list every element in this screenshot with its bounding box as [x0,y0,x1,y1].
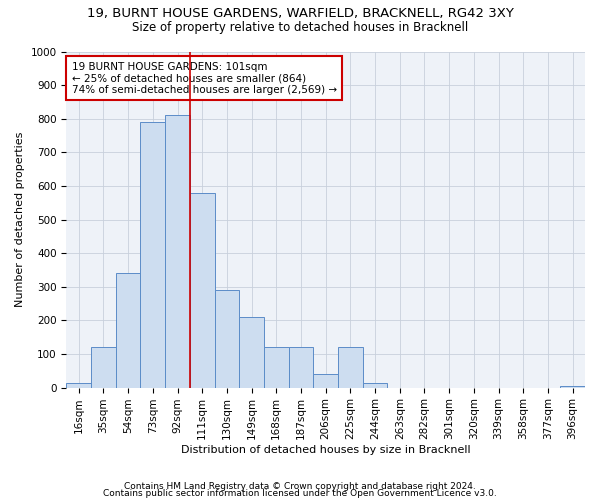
Y-axis label: Number of detached properties: Number of detached properties [15,132,25,307]
Text: Contains public sector information licensed under the Open Government Licence v3: Contains public sector information licen… [103,488,497,498]
Bar [215,290,239,388]
Bar [165,116,190,388]
Bar [140,122,165,388]
Bar [264,348,289,388]
Text: 19, BURNT HOUSE GARDENS, WARFIELD, BRACKNELL, RG42 3XY: 19, BURNT HOUSE GARDENS, WARFIELD, BRACK… [86,8,514,20]
Bar [338,348,363,388]
Bar [289,348,313,388]
Text: Size of property relative to detached houses in Bracknell: Size of property relative to detached ho… [132,21,468,34]
Bar [239,317,264,388]
X-axis label: Distribution of detached houses by size in Bracknell: Distribution of detached houses by size … [181,445,470,455]
Bar [560,386,585,388]
Bar [313,374,338,388]
Bar [91,348,116,388]
Bar [190,192,215,388]
Text: 19 BURNT HOUSE GARDENS: 101sqm
← 25% of detached houses are smaller (864)
74% of: 19 BURNT HOUSE GARDENS: 101sqm ← 25% of … [71,62,337,95]
Bar [116,274,140,388]
Text: Contains HM Land Registry data © Crown copyright and database right 2024.: Contains HM Land Registry data © Crown c… [124,482,476,491]
Bar [363,382,388,388]
Bar [67,382,91,388]
